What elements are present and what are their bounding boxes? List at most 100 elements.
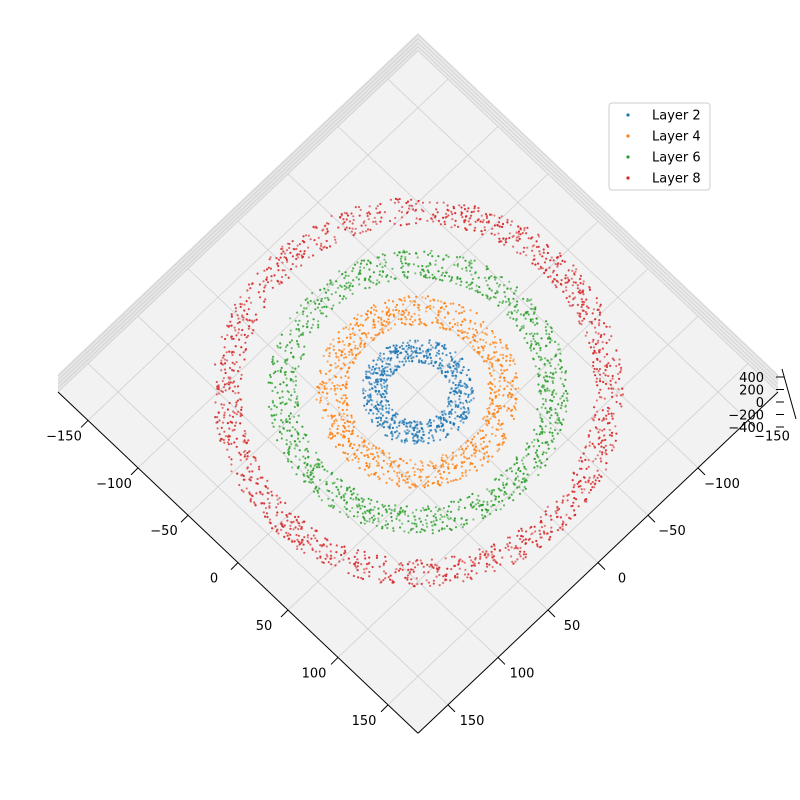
- data-point: [442, 258, 445, 261]
- data-point: [556, 412, 559, 415]
- data-point: [364, 395, 367, 399]
- data-point: [349, 497, 352, 500]
- data-point: [351, 222, 354, 225]
- data-point: [415, 508, 418, 511]
- data-point: [490, 274, 493, 278]
- data-point: [220, 359, 223, 362]
- data-point: [465, 416, 468, 419]
- data-point: [458, 448, 461, 451]
- data-point: [580, 323, 583, 326]
- data-point: [420, 351, 423, 355]
- data-point: [295, 247, 298, 251]
- data-point: [516, 486, 519, 489]
- data-point: [549, 530, 553, 533]
- data-point: [372, 519, 375, 522]
- data-point: [463, 310, 466, 313]
- data-point: [388, 507, 391, 511]
- data-point: [568, 304, 571, 307]
- data-point: [543, 532, 546, 535]
- data-point: [388, 427, 391, 430]
- data-point: [385, 388, 388, 391]
- data-point: [515, 319, 518, 322]
- data-point: [456, 265, 459, 268]
- data-point: [544, 407, 547, 410]
- data-point: [421, 484, 425, 487]
- data-point: [451, 463, 454, 466]
- data-point: [446, 456, 449, 459]
- data-point: [373, 406, 376, 409]
- data-point: [540, 406, 543, 409]
- data-point: [549, 399, 552, 402]
- data-point: [280, 409, 283, 412]
- data-point: [588, 476, 591, 479]
- data-point: [400, 266, 403, 269]
- data-point: [498, 404, 501, 407]
- data-point: [383, 385, 386, 388]
- data-point: [445, 419, 448, 423]
- data-point: [280, 366, 283, 369]
- data-point: [359, 269, 362, 272]
- data-point: [232, 337, 235, 340]
- data-point: [599, 360, 602, 363]
- data-point: [368, 268, 371, 271]
- data-point: [432, 582, 435, 585]
- data-point: [481, 464, 484, 467]
- data-point: [529, 318, 532, 321]
- data-point: [620, 366, 623, 369]
- data-point: [367, 456, 370, 459]
- data-point: [543, 388, 547, 391]
- data-point: [443, 316, 446, 319]
- data-point: [342, 295, 345, 298]
- data-point: [294, 455, 297, 458]
- data-point: [592, 364, 595, 367]
- data-point: [458, 416, 461, 419]
- data-point: [493, 548, 496, 551]
- data-point: [375, 380, 378, 383]
- data-point: [461, 461, 464, 465]
- data-point: [291, 263, 294, 266]
- y-tick-label: 0: [210, 572, 218, 587]
- data-point: [473, 229, 476, 232]
- data-point: [327, 436, 330, 439]
- data-point: [445, 375, 448, 378]
- data-point: [315, 530, 318, 533]
- data-point: [484, 552, 487, 555]
- data-point: [531, 441, 534, 444]
- data-point: [296, 538, 299, 541]
- data-point: [484, 434, 488, 437]
- data-point: [224, 337, 227, 341]
- data-point: [378, 565, 381, 568]
- data-point: [559, 526, 562, 530]
- data-point: [407, 311, 410, 314]
- data-point: [333, 389, 336, 392]
- data-point: [581, 300, 584, 303]
- data-point: [311, 323, 314, 326]
- data-point: [401, 419, 404, 422]
- data-point: [347, 286, 350, 289]
- data-point: [352, 492, 355, 495]
- data-point: [337, 406, 340, 409]
- data-point: [537, 375, 540, 378]
- data-point: [286, 534, 289, 537]
- data-point: [396, 471, 399, 475]
- data-point: [270, 414, 273, 417]
- data-point: [449, 302, 452, 305]
- data-point: [403, 441, 406, 444]
- data-point: [292, 380, 295, 383]
- data-point: [559, 516, 563, 519]
- data-point: [344, 271, 347, 274]
- data-point: [494, 396, 497, 399]
- data-point: [605, 453, 608, 456]
- data-point: [405, 309, 408, 312]
- data-point: [524, 317, 527, 320]
- data-point: [333, 387, 336, 390]
- data-point: [216, 416, 219, 419]
- data-point: [235, 401, 238, 404]
- data-point: [412, 208, 415, 211]
- data-point: [486, 357, 489, 360]
- x-tick-label: −100: [704, 477, 740, 492]
- data-point: [436, 342, 439, 345]
- data-point: [458, 559, 461, 562]
- data-point: [539, 392, 542, 395]
- data-point: [388, 407, 391, 410]
